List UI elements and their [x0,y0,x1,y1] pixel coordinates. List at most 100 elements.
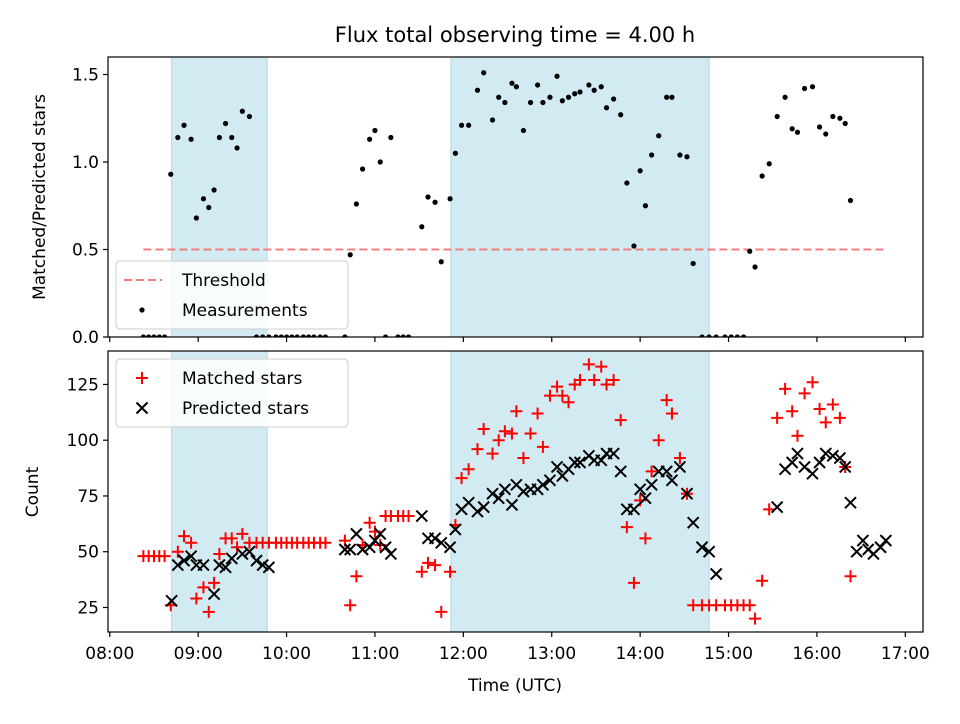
bottom-y-tick-label: 100 [67,431,99,451]
matched-star-point [471,443,484,456]
predicted-star-point [449,523,462,536]
measurement-point [847,197,854,204]
measurement-point [359,166,366,172]
matched-star-point [562,396,575,409]
top-panel: 0.0 0.5 1.0 1.5 Threshold Measurements [72,0,924,348]
matched-star-point [743,599,756,612]
matched-star-point [477,423,490,436]
measurement-point [554,73,560,79]
predicted-star-point [177,554,191,567]
predicted-star-point [673,460,687,474]
matched-star-point [462,463,475,476]
measurement-point [631,243,637,249]
measurement-point [367,136,373,142]
predicted-star-point [607,447,620,460]
matched-star-point [819,416,832,429]
measurement-point [395,334,401,337]
matched-star-point [171,545,184,558]
predicted-star-point [207,587,221,601]
predicted-star-point [695,541,709,554]
measurement-point [193,215,199,221]
measurement-point [527,99,534,106]
predicted-star-point [477,500,490,514]
measurement-point [699,334,705,337]
matched-star-point [363,516,376,529]
matched-star-point [660,394,673,407]
measurement-point [782,94,788,100]
measurement-point [151,334,157,337]
measurement-point [458,122,465,128]
predicted-star-point [498,483,512,496]
x-tick-label: 13:00 [527,644,576,664]
measurement-point [168,171,174,177]
predicted-star-point [850,545,863,558]
matched-star-point [607,373,620,386]
measurement-point [322,334,329,337]
measurement-point [216,134,222,141]
bottom-y-tick-label: 25 [77,598,99,618]
top-plot-area [140,0,886,337]
predicted-star-point [573,456,587,469]
measurement-point [728,334,734,337]
matched-star-point [190,592,203,605]
top-y-tick-label: 0.5 [72,241,99,261]
predicted-star-point [826,449,840,463]
matched-star-point [185,536,198,549]
matched-star-point [556,389,569,402]
predicted-star-point [356,543,369,556]
measurement-point [540,99,546,106]
measurement-point [294,334,300,337]
measurement-point [618,112,624,118]
matched-star-point [319,536,332,549]
top-series-0 [140,0,865,337]
measurement-point [669,94,675,100]
measurement-point [300,334,306,337]
top-y-tick-label: 0.0 [72,328,99,348]
measurement-point [432,199,438,205]
matched-star-point [645,465,658,478]
legend-predicted-swatch [135,401,149,415]
measurement-point [740,334,747,337]
matched-star-point [786,405,799,418]
predicted-star-point [709,567,723,581]
measurement-point [372,127,378,134]
measurement-point [229,134,235,141]
predicted-star-point [165,594,178,607]
measurement-point [684,154,690,160]
measurement-point [419,224,425,230]
matched-star-point [429,559,442,572]
measurement-point [586,82,592,88]
matched-star-point [749,612,762,625]
measurement-point [759,173,765,179]
measurement-point [496,94,502,100]
matched-star-point [344,599,357,612]
measurement-point [837,115,843,121]
measurement-point [239,108,245,114]
measurement-point [452,150,458,156]
top-legend: Threshold Measurements [115,260,349,330]
predicted-star-point [844,496,857,509]
matched-star-point [763,503,776,516]
predicted-star-point [813,456,826,469]
measurement-point [200,196,207,202]
measurement-point [706,334,712,337]
measurement-point [789,126,795,132]
matched-star-point [639,532,652,545]
matched-star-point [197,581,210,594]
matched-star-point [551,380,564,393]
bottom-y-tick-label: 50 [77,543,99,563]
measurement-point [547,94,553,100]
matched-star-point [826,398,839,411]
top-axes-frame [107,56,924,338]
predicted-star-point [833,451,847,465]
matched-star-point [543,389,556,402]
bottom-y-axis-label: Count [23,466,43,517]
measurement-point [860,0,865,3]
predicted-star-point [879,534,893,547]
measurement-point [722,334,728,337]
measurement-point [140,334,146,337]
predicted-star-point [686,516,700,529]
legend-label: Predicted stars [182,399,309,419]
matched-star-point [524,427,537,440]
